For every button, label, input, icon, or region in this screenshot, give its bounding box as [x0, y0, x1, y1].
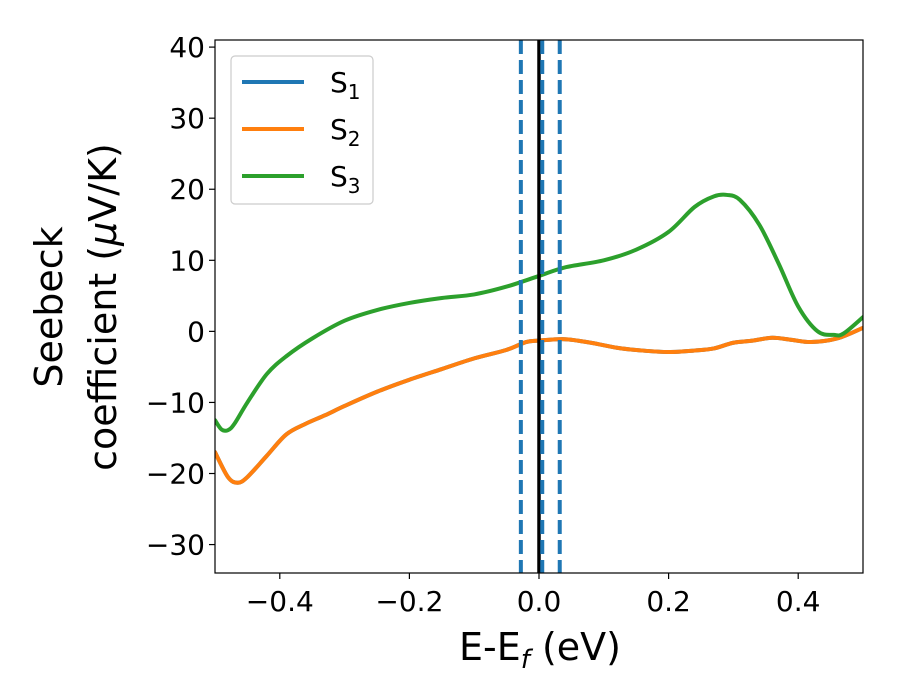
- y-axis-label-line2: coefficient (μV/K): [81, 143, 125, 471]
- plot-area: [214, 39, 864, 574]
- y-axis-label: Seebeck coefficient (μV/K): [27, 143, 125, 471]
- y-tick-label: 10: [169, 244, 205, 277]
- axis-ticks: −0.4 −0.2 0.0 0.2 0.4 −30 −20 −10 0 10 20 30 40: [146, 31, 821, 618]
- legend-label-s1: S1: [330, 66, 361, 104]
- legend-label-s2: S2: [330, 113, 361, 151]
- x-axis-label: E-Ef (eV): [459, 625, 621, 675]
- x-tick-label: 0.0: [517, 585, 562, 618]
- y-axis-label-line1: Seebeck: [27, 226, 71, 387]
- x-tick-label: 0.2: [646, 585, 691, 618]
- y-tick-label: −20: [146, 458, 205, 491]
- y-tick-label: 40: [169, 31, 205, 64]
- y-tick-label: 20: [169, 173, 205, 206]
- y-tick-label: −10: [146, 386, 205, 419]
- y-tick-label: 0: [187, 315, 205, 348]
- y-tick-label: 30: [169, 102, 205, 135]
- legend-label-s3: S3: [330, 160, 361, 198]
- series-line-s3: [215, 192, 863, 433]
- x-tick-label: −0.4: [246, 585, 314, 618]
- x-tick-label: 0.4: [776, 585, 821, 618]
- x-tick-label: −0.2: [375, 585, 443, 618]
- y-tick-label: −30: [146, 529, 205, 562]
- series-line-s2: [215, 325, 863, 485]
- legend: S1 S2 S3: [230, 55, 374, 205]
- series-lines: [215, 192, 863, 485]
